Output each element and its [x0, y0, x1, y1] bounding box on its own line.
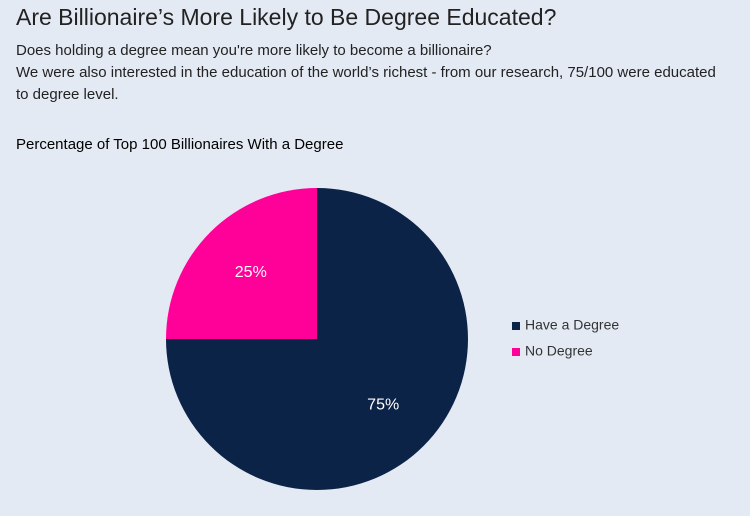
- paragraph: Does holding a degree mean you're more l…: [16, 42, 492, 59]
- page-title: Are Billionaire’s More Likely to Be Degr…: [16, 4, 557, 30]
- legend-swatch: [512, 348, 520, 356]
- intro: Does holding a degree mean you're more l…: [16, 40, 721, 106]
- data-label: 75%: [367, 396, 399, 413]
- legend-swatch: [512, 322, 520, 330]
- pie-slice: [166, 188, 317, 339]
- paragraph: We were also interested in the education…: [16, 64, 716, 103]
- legend-label: Have a Degree: [525, 317, 619, 333]
- legend-label: No Degree: [525, 343, 593, 359]
- data-label: 25%: [235, 264, 267, 281]
- chart-title: Percentage of Top 100 Billionaires With …: [16, 136, 343, 153]
